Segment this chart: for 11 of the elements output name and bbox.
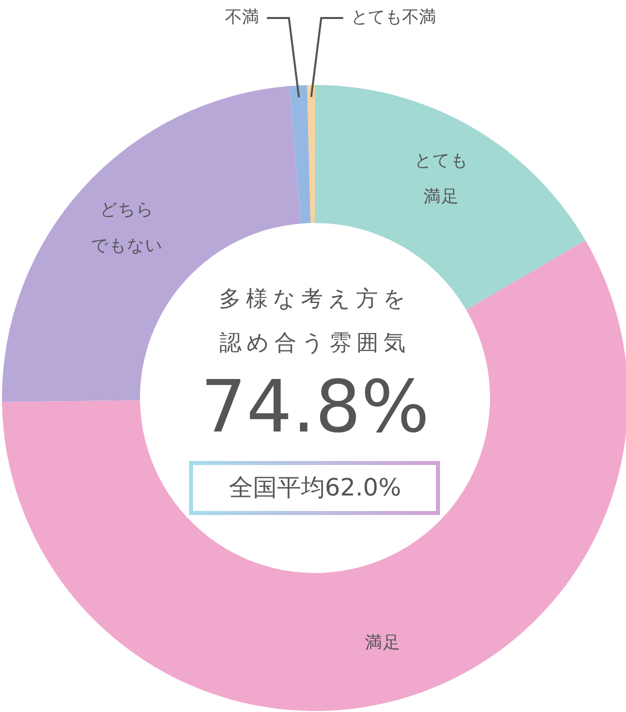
text: 74.8% bbox=[200, 364, 430, 449]
donut-slice bbox=[2, 240, 626, 711]
slice-label: とても不満 bbox=[351, 8, 436, 28]
slice-label: どちらでもない bbox=[91, 200, 164, 256]
donut-slice bbox=[307, 85, 315, 224]
text: 多様な考え方を認め合う雰囲気 bbox=[219, 287, 411, 356]
donut-slice bbox=[289, 85, 311, 224]
slice-label: 満足 bbox=[364, 632, 401, 652]
text: 全国平均62.0% bbox=[228, 474, 402, 502]
slice-label: とても満足 bbox=[414, 150, 469, 206]
slice-label: 不満 bbox=[224, 8, 259, 28]
